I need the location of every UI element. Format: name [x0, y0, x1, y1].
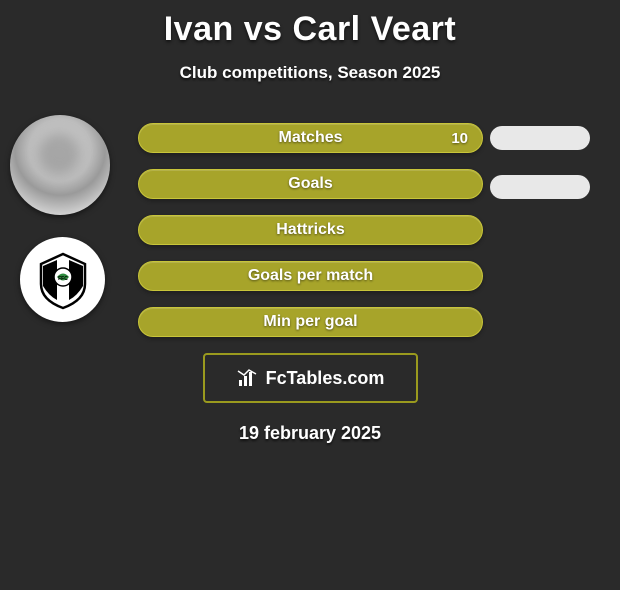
- subtitle: Club competitions, Season 2025: [0, 63, 620, 83]
- stat-row-goals-per-match: Goals per match: [138, 261, 483, 291]
- club-badge-icon: FFC: [33, 250, 93, 310]
- stat-row-matches: Matches 10: [138, 123, 483, 153]
- stat-value: 10: [451, 130, 468, 147]
- bar-chart-icon: [236, 366, 260, 390]
- svg-text:FFC: FFC: [58, 276, 68, 282]
- opponent-pill-matches: [490, 126, 590, 150]
- page-title: Ivan vs Carl Veart: [0, 10, 620, 49]
- stat-row-min-per-goal: Min per goal: [138, 307, 483, 337]
- stat-bars: Matches 10 Goals Hattricks Goals per mat…: [138, 123, 483, 337]
- stat-label: Goals per match: [248, 267, 373, 285]
- player-column: FFC: [10, 115, 120, 322]
- stat-label: Min per goal: [263, 313, 357, 331]
- stat-row-hattricks: Hattricks: [138, 215, 483, 245]
- club-badge: FFC: [20, 237, 105, 322]
- stat-bar: Matches 10: [138, 123, 483, 153]
- stat-label: Matches: [278, 129, 342, 147]
- player-avatar: [10, 115, 110, 215]
- date-text: 19 february 2025: [0, 423, 620, 444]
- stat-label: Hattricks: [276, 221, 344, 239]
- stat-bar: Goals: [138, 169, 483, 199]
- opponent-pill-goals: [490, 175, 590, 199]
- stat-bar: Hattricks: [138, 215, 483, 245]
- stat-row-goals: Goals: [138, 169, 483, 199]
- source-logo-text: FcTables.com: [266, 368, 385, 389]
- stat-bar: Min per goal: [138, 307, 483, 337]
- comparison-chart: FFC Matches 10 Goals Hattricks Goals per…: [0, 123, 620, 337]
- source-logo[interactable]: FcTables.com: [203, 353, 418, 403]
- stat-label: Goals: [288, 175, 332, 193]
- stat-bar: Goals per match: [138, 261, 483, 291]
